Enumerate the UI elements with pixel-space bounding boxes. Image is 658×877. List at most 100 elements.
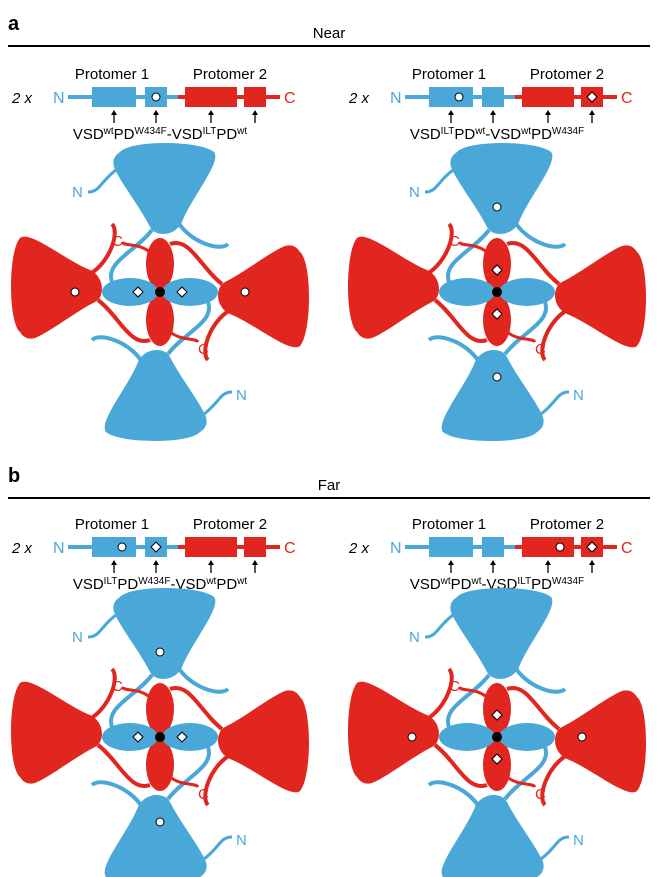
construct-superscript: ILT — [517, 576, 531, 587]
protomer-label: Protomer 2 — [530, 516, 604, 533]
tetramer-c: C — [449, 233, 460, 250]
linker — [429, 337, 479, 362]
circle-marker — [241, 288, 249, 296]
arrow-head — [545, 560, 551, 565]
tetramer: NNCC — [11, 588, 309, 877]
construct-superscript: wt — [520, 126, 531, 137]
construct-superscript: wt — [205, 576, 216, 587]
linker — [542, 755, 567, 805]
arrow-head — [490, 110, 496, 115]
tetramer-n: N — [573, 832, 584, 849]
vsd-domain — [105, 350, 207, 441]
arrow-head — [448, 110, 454, 115]
pore — [155, 287, 165, 297]
tetramer-n: N — [236, 832, 247, 849]
linker — [507, 688, 559, 729]
arrow-head — [252, 560, 258, 565]
n-tail — [88, 170, 116, 192]
vsd-domain — [442, 795, 544, 877]
n-tail — [204, 392, 232, 414]
linker — [515, 222, 565, 247]
arrow-head — [589, 560, 595, 565]
circle-marker — [152, 93, 160, 101]
pore — [155, 732, 165, 742]
construct-part: PD — [117, 576, 138, 593]
panel-letter: a — [8, 13, 20, 35]
construct-part: PD — [114, 126, 135, 143]
pd-petal — [162, 723, 218, 751]
protomer-label: Protomer 1 — [75, 66, 149, 83]
construct-part: VSD — [73, 576, 104, 593]
domain-box — [185, 537, 237, 557]
linker — [435, 300, 487, 341]
multiplier: 2 x — [11, 540, 33, 557]
arrow-head — [252, 110, 258, 115]
c-terminus: C — [621, 540, 633, 557]
pd-petal — [483, 739, 511, 791]
construct-part: -VSD — [167, 126, 203, 143]
construct-superscript: ILT — [441, 126, 455, 137]
construct-label: VSDwtPDW434F-VSDILTPDwt — [73, 126, 248, 144]
marker-group — [493, 373, 501, 381]
linker — [170, 243, 222, 284]
construct-part: PD — [216, 126, 237, 143]
vsd-domain — [450, 588, 552, 679]
tetramer-n: N — [236, 387, 247, 404]
construct-superscript: wt — [471, 576, 482, 587]
vsd-domain — [218, 690, 309, 792]
tetramer-n: N — [72, 629, 83, 646]
vsd-domain — [555, 245, 646, 347]
linker — [435, 745, 487, 786]
tetramer-n: N — [409, 184, 420, 201]
n-tail — [88, 615, 116, 637]
n-tail — [541, 837, 569, 859]
pd-petal — [483, 238, 511, 290]
arrow-head — [448, 560, 454, 565]
c-terminus: C — [284, 90, 296, 107]
vsd-domain — [348, 682, 439, 784]
protomer-label: Protomer 2 — [530, 66, 604, 83]
construct-superscript: wt — [440, 576, 451, 587]
construct-part: PD — [531, 576, 552, 593]
n-terminus: N — [53, 540, 65, 557]
circle-marker — [71, 288, 79, 296]
arrow-head — [208, 110, 214, 115]
construct-superscript: W434F — [135, 126, 167, 137]
marker-group — [493, 203, 501, 211]
arrow-head — [208, 560, 214, 565]
c-terminus: C — [284, 540, 296, 557]
vsd-domain — [105, 795, 207, 877]
pd-petal — [146, 683, 174, 735]
construct-superscript: W434F — [138, 576, 170, 587]
arrow-head — [111, 560, 117, 565]
marker-group — [156, 818, 164, 826]
multiplier: 2 x — [348, 540, 370, 557]
linker — [178, 667, 228, 692]
pd-petal — [146, 238, 174, 290]
domain-box — [522, 537, 574, 557]
tetramer-c: C — [112, 678, 123, 695]
pd-petal — [499, 723, 555, 751]
linker — [205, 755, 230, 805]
circle-marker — [156, 818, 164, 826]
circle-marker — [556, 543, 564, 551]
construct-superscript: W434F — [552, 576, 584, 587]
construct-part: VSD — [410, 576, 441, 593]
arrow-head — [589, 110, 595, 115]
panel-letter: b — [8, 465, 20, 487]
construct-superscript: ILT — [203, 126, 217, 137]
construct-part: PD — [531, 126, 552, 143]
construct-part: VSD — [73, 126, 104, 143]
tetramer-n: N — [409, 629, 420, 646]
panel-title: Near — [313, 25, 346, 42]
construct-part: PD — [454, 126, 475, 143]
pd-petal — [162, 278, 218, 306]
n-terminus: N — [53, 90, 65, 107]
domain-box — [92, 537, 136, 557]
domain-box — [429, 537, 473, 557]
n-terminus: N — [390, 90, 402, 107]
linker — [92, 337, 142, 362]
marker-group — [71, 288, 79, 296]
circle-marker — [118, 543, 126, 551]
